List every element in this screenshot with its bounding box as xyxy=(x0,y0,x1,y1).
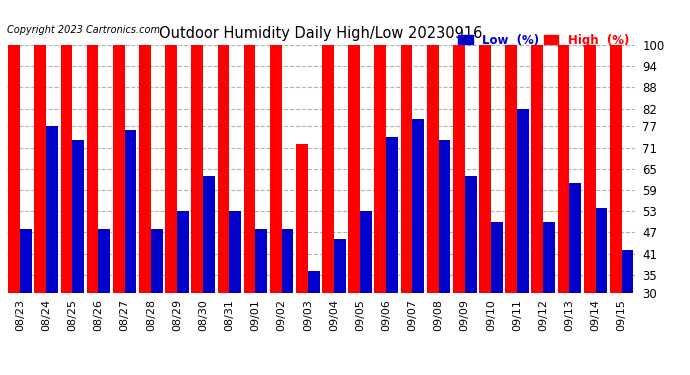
Bar xyxy=(610,45,622,292)
Bar xyxy=(479,45,491,292)
Bar xyxy=(401,45,413,292)
Bar xyxy=(20,229,32,292)
Bar xyxy=(348,45,360,292)
Bar xyxy=(308,271,319,292)
Bar xyxy=(282,229,293,292)
Bar xyxy=(505,45,517,292)
Bar xyxy=(139,45,151,292)
Bar xyxy=(386,137,398,292)
Bar xyxy=(595,208,607,292)
Bar xyxy=(439,141,451,292)
Bar xyxy=(558,45,569,292)
Bar xyxy=(413,119,424,292)
Bar xyxy=(191,45,203,292)
Bar xyxy=(360,211,372,292)
Bar xyxy=(217,45,229,292)
Bar xyxy=(453,45,465,292)
Bar xyxy=(375,45,386,292)
Bar xyxy=(244,45,255,292)
Bar xyxy=(491,222,503,292)
Bar xyxy=(322,45,334,292)
Bar xyxy=(229,211,241,292)
Bar xyxy=(517,109,529,292)
Bar xyxy=(99,229,110,292)
Bar xyxy=(334,240,346,292)
Bar xyxy=(72,141,84,292)
Bar xyxy=(584,45,595,292)
Bar xyxy=(151,229,163,292)
Bar xyxy=(531,45,543,292)
Bar xyxy=(165,45,177,292)
Bar xyxy=(46,126,58,292)
Bar xyxy=(177,211,189,292)
Bar xyxy=(465,176,477,292)
Bar xyxy=(203,176,215,292)
Bar xyxy=(270,45,282,292)
Bar xyxy=(569,183,581,292)
Bar xyxy=(125,130,137,292)
Bar xyxy=(8,45,20,292)
Bar xyxy=(255,229,267,292)
Title: Outdoor Humidity Daily High/Low 20230916: Outdoor Humidity Daily High/Low 20230916 xyxy=(159,26,482,41)
Bar xyxy=(543,222,555,292)
Bar xyxy=(113,45,125,292)
Bar xyxy=(296,144,308,292)
Bar xyxy=(34,45,46,292)
Bar xyxy=(622,250,633,292)
Bar xyxy=(61,45,72,292)
Bar xyxy=(87,45,99,292)
Legend: Low  (%), High  (%): Low (%), High (%) xyxy=(458,34,629,46)
Bar xyxy=(427,45,439,292)
Text: Copyright 2023 Cartronics.com: Copyright 2023 Cartronics.com xyxy=(7,25,160,35)
